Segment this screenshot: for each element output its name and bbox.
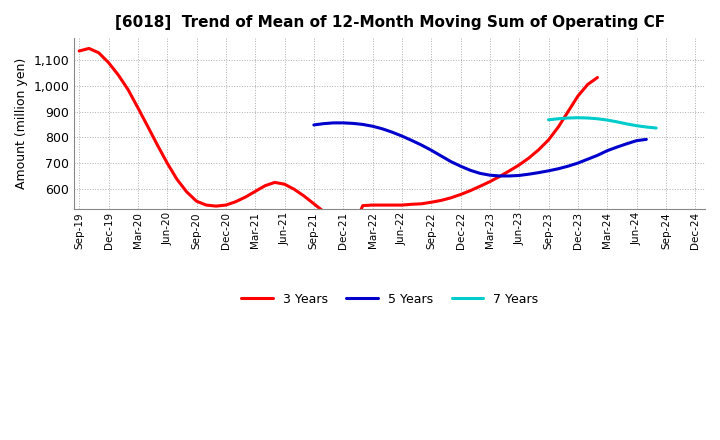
3 Years <box>408 202 416 207</box>
5 Years <box>485 172 494 178</box>
5 Years <box>574 161 582 166</box>
7 Years <box>613 119 621 125</box>
5 Years <box>456 164 465 169</box>
5 Years <box>554 166 562 172</box>
3 Years <box>446 195 455 201</box>
3 Years <box>593 75 602 80</box>
3 Years <box>75 48 84 54</box>
5 Years <box>310 122 318 128</box>
7 Years <box>554 116 562 121</box>
Y-axis label: Amount (million yen): Amount (million yen) <box>15 58 28 189</box>
5 Years <box>495 173 504 179</box>
5 Years <box>339 120 348 125</box>
5 Years <box>436 153 445 158</box>
5 Years <box>417 143 426 148</box>
7 Years <box>632 123 641 128</box>
Line: 7 Years: 7 Years <box>549 118 656 128</box>
5 Years <box>613 144 621 150</box>
5 Years <box>515 173 523 178</box>
5 Years <box>466 168 474 173</box>
3 Years <box>348 226 357 231</box>
7 Years <box>603 117 611 123</box>
5 Years <box>564 164 572 169</box>
7 Years <box>593 116 602 121</box>
5 Years <box>446 159 455 164</box>
5 Years <box>348 121 357 126</box>
5 Years <box>320 121 328 126</box>
5 Years <box>397 133 406 139</box>
5 Years <box>632 138 641 143</box>
5 Years <box>408 138 416 143</box>
7 Years <box>642 125 651 130</box>
7 Years <box>544 117 553 122</box>
5 Years <box>378 126 387 132</box>
7 Years <box>574 115 582 121</box>
3 Years <box>378 202 387 208</box>
Title: [6018]  Trend of Mean of 12-Month Moving Sum of Operating CF: [6018] Trend of Mean of 12-Month Moving … <box>114 15 665 30</box>
Line: 5 Years: 5 Years <box>314 123 647 176</box>
5 Years <box>359 122 367 127</box>
7 Years <box>583 115 592 121</box>
5 Years <box>505 173 514 179</box>
5 Years <box>544 168 553 173</box>
5 Years <box>368 124 377 129</box>
5 Years <box>642 137 651 142</box>
7 Years <box>623 121 631 127</box>
5 Years <box>427 147 436 153</box>
Legend: 3 Years, 5 Years, 7 Years: 3 Years, 5 Years, 7 Years <box>236 288 543 311</box>
3 Years <box>173 177 181 182</box>
7 Years <box>652 125 660 131</box>
5 Years <box>583 157 592 162</box>
5 Years <box>525 172 534 177</box>
5 Years <box>388 129 397 135</box>
5 Years <box>534 170 543 175</box>
3 Years <box>85 46 94 51</box>
3 Years <box>397 202 406 208</box>
7 Years <box>564 115 572 121</box>
5 Years <box>603 148 611 154</box>
Line: 3 Years: 3 Years <box>79 48 598 229</box>
5 Years <box>476 171 485 176</box>
5 Years <box>623 141 631 147</box>
5 Years <box>593 153 602 158</box>
5 Years <box>329 120 338 125</box>
3 Years <box>280 182 289 187</box>
